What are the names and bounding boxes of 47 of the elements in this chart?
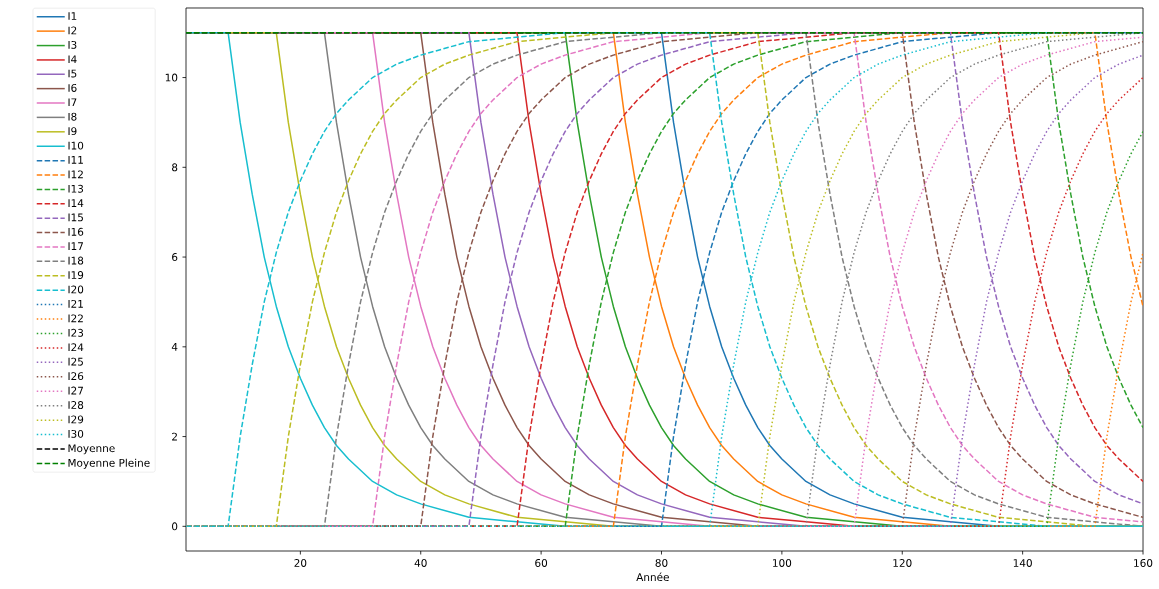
y-tick-label: 4 — [171, 343, 178, 351]
legend-label: Moyenne Pleine — [68, 458, 150, 469]
legend-label: I15 — [68, 213, 83, 222]
legend-label: I1 — [68, 12, 77, 20]
x-tick-label: 100 — [773, 559, 792, 567]
legend-label: I23 — [68, 328, 84, 337]
x-tick-label: 80 — [655, 559, 668, 567]
legend-label: I28 — [68, 401, 84, 409]
legend-label: I18 — [68, 256, 84, 265]
legend-label: I11 — [68, 156, 83, 164]
x-tick-label: 20 — [294, 559, 307, 567]
x-tick-label: 60 — [535, 559, 548, 567]
legend-label: I24 — [68, 343, 84, 352]
legend-label: I19 — [68, 271, 84, 279]
legend-label: I25 — [68, 357, 83, 366]
legend-label: I27 — [68, 386, 83, 395]
legend-label: I9 — [68, 127, 77, 136]
legend-label: I30 — [68, 429, 84, 438]
y-tick-label: 6 — [172, 253, 178, 262]
legend-label: I4 — [68, 55, 77, 64]
legend-label: I20 — [68, 285, 84, 294]
legend-label: I6 — [68, 83, 77, 92]
legend-label: I29 — [68, 415, 84, 424]
legend-label: I10 — [68, 141, 84, 150]
x-tick-label: 140 — [1013, 559, 1032, 567]
y-tick-label: 10 — [165, 73, 178, 82]
legend-label: I21 — [68, 299, 83, 308]
legend-label: I14 — [68, 199, 84, 207]
x-axis-title: Année — [636, 572, 669, 582]
legend-label: I12 — [68, 170, 83, 179]
legend-label: I3 — [68, 40, 77, 49]
legend-label: I22 — [68, 314, 83, 323]
legend-label: I7 — [68, 98, 77, 107]
legend-label: I13 — [68, 184, 84, 193]
legend-label: I17 — [68, 242, 83, 250]
legend-label: I8 — [68, 112, 77, 121]
x-tick-label: 160 — [1134, 559, 1153, 567]
y-tick-label: 8 — [172, 163, 178, 172]
legend-label: Moyenne — [68, 444, 115, 455]
y-tick-label: 0 — [172, 522, 178, 531]
x-tick-label: 120 — [893, 559, 912, 567]
legend-label: I2 — [68, 26, 77, 35]
y-tick-label: 2 — [172, 432, 177, 441]
x-tick-label: 40 — [414, 559, 427, 567]
legend-label: I16 — [68, 227, 84, 236]
legend-label: I5 — [68, 69, 77, 78]
legend-label: I26 — [68, 372, 84, 381]
